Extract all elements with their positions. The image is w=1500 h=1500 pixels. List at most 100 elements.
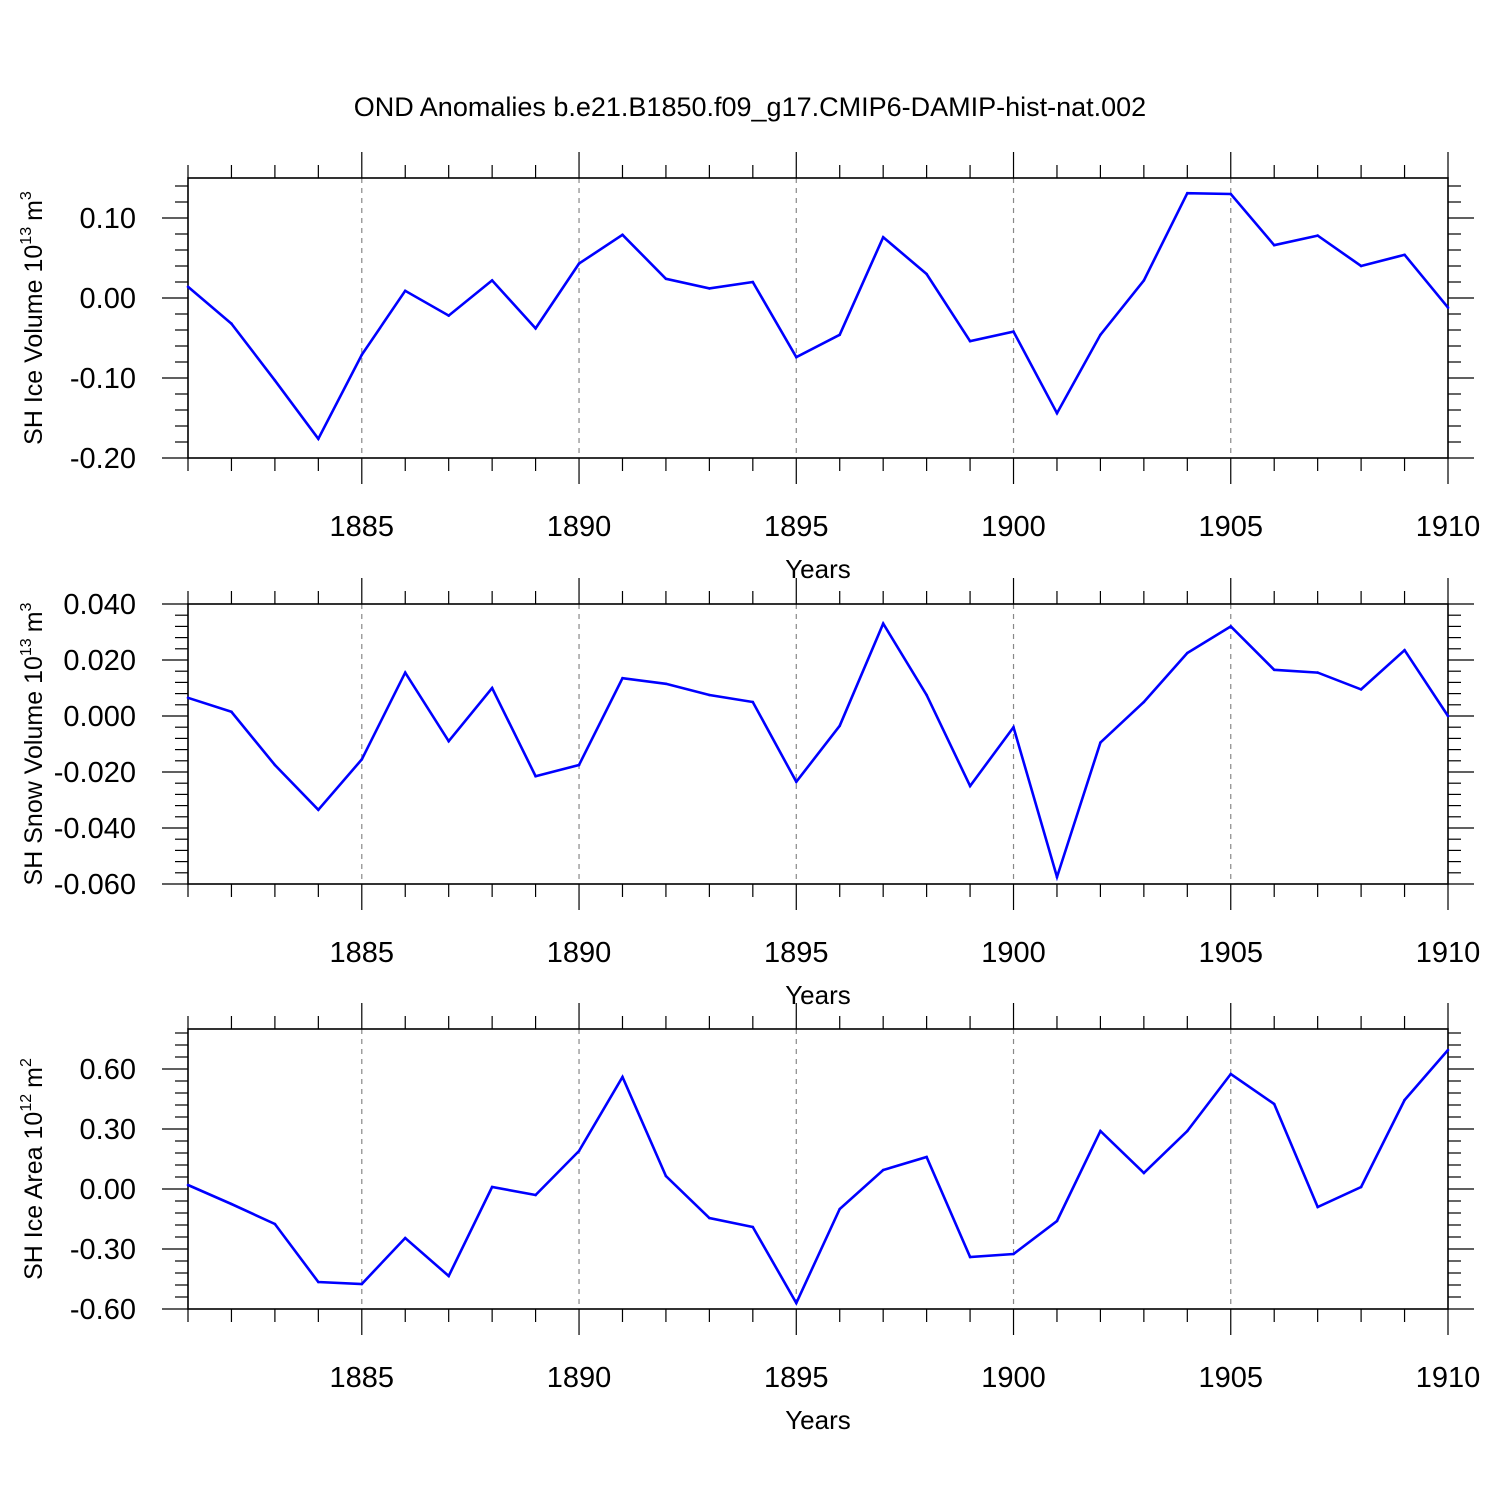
- data-point: [1142, 1171, 1146, 1175]
- data-point: [794, 1301, 798, 1305]
- data-point: [1012, 1252, 1015, 1256]
- data-point: [968, 784, 972, 788]
- data-point: [1316, 1205, 1319, 1209]
- data-point: [403, 671, 407, 674]
- data-point: [794, 780, 798, 784]
- data-point: [881, 622, 885, 625]
- data-point: [534, 327, 537, 330]
- y-tick-label: 0.040: [63, 589, 136, 621]
- plot-frame: [187, 603, 1449, 885]
- data-point: [838, 1207, 842, 1211]
- data-point: [1316, 234, 1319, 237]
- data-point: [1446, 306, 1450, 309]
- y-tick-label: 0.60: [80, 1054, 136, 1086]
- panel-1: -0.20 -0.10 0.00 0.10 1885 1890 1895 1900 1905 19…: [18, 152, 1480, 584]
- data-point: [273, 379, 277, 382]
- data-point: [1316, 671, 1319, 674]
- data-point: [925, 693, 928, 697]
- data-point: [490, 1185, 494, 1189]
- data-point: [403, 1236, 407, 1240]
- data-point: [317, 437, 320, 441]
- data-point: [534, 774, 537, 778]
- data-point: [751, 280, 755, 284]
- data-point: [360, 353, 364, 357]
- data-point: [1229, 192, 1233, 196]
- data-point: [360, 758, 364, 761]
- y-axis-unit-base: 10: [20, 656, 48, 684]
- data-point: [881, 235, 885, 239]
- data-point: [838, 333, 842, 337]
- data-point: [794, 355, 798, 359]
- data-point: [881, 1168, 885, 1172]
- x-tick-label: 1895: [764, 511, 829, 543]
- data-point: [621, 233, 624, 237]
- y-tick-label: -0.020: [54, 757, 136, 789]
- data-point: [273, 1222, 277, 1226]
- x-tick-label: 1910: [1416, 937, 1481, 969]
- data-point: [447, 314, 450, 317]
- y-tick-label: 0.00: [80, 1174, 136, 1206]
- data-point: [621, 1075, 624, 1079]
- y-axis-unit-exponent: 13: [18, 638, 35, 656]
- data-point: [1229, 1072, 1233, 1076]
- data-point: [230, 322, 233, 325]
- chart-panels: -0.20 -0.10 0.00 0.10 1885 1890 1895 1900 1905 19…: [18, 152, 1480, 1435]
- y-tick-label: -0.040: [54, 813, 136, 845]
- y-tick-label: -0.30: [70, 1234, 136, 1266]
- y-axis-label: SH Ice Area 1012 m2: [18, 1058, 48, 1280]
- x-tick-label: 1900: [981, 511, 1046, 543]
- data-point: [925, 272, 928, 276]
- x-tick-label: 1885: [330, 511, 395, 543]
- y-axis-unit-power: 2: [18, 1058, 35, 1067]
- data-point: [708, 1216, 711, 1220]
- data-point: [1229, 625, 1233, 628]
- data-point: [230, 1202, 233, 1206]
- x-tick-label: 1910: [1416, 511, 1481, 543]
- figure-title: OND Anomalies b.e21.B1850.f09_g17.CMIP6-…: [354, 92, 1146, 122]
- data-point: [1186, 651, 1189, 655]
- data-point: [1359, 1185, 1363, 1189]
- x-tick-label: 1895: [764, 937, 829, 969]
- y-axis-unit: m: [20, 611, 48, 632]
- data-point: [490, 686, 494, 690]
- y-axis-unit-power: 3: [18, 191, 35, 200]
- data-point: [1272, 668, 1276, 672]
- y-axis-label: SH Snow Volume 1013 m3: [18, 602, 48, 885]
- data-point: [360, 1282, 364, 1286]
- x-tick-label: 1885: [330, 1362, 395, 1394]
- data-point: [751, 1225, 755, 1229]
- panel-3: -0.60 -0.30 0.00 0.30 0.60 1885 1890 1895 1900 19…: [18, 1003, 1480, 1435]
- data-point: [925, 1155, 928, 1159]
- y-tick-label: -0.060: [54, 869, 136, 901]
- data-point: [1055, 1219, 1059, 1223]
- data-point: [664, 682, 668, 686]
- data-point: [403, 289, 407, 293]
- y-axis-unit: m: [20, 200, 48, 221]
- data-point: [577, 763, 581, 767]
- x-tick-label: 1890: [547, 1362, 612, 1394]
- data-point: [1142, 700, 1146, 704]
- data-point: [490, 279, 494, 282]
- x-tick-label: 1900: [981, 937, 1046, 969]
- y-axis-label: SH Ice Volume 1013 m3: [18, 191, 48, 445]
- data-point: [1186, 1129, 1189, 1133]
- data-point: [708, 693, 711, 697]
- data-point: [230, 710, 233, 714]
- y-axis-label-text: SH Ice Area: [20, 1146, 48, 1279]
- data-point: [664, 1174, 668, 1178]
- x-tick-label: 1895: [764, 1362, 829, 1394]
- y-tick-label: 0.00: [80, 283, 136, 315]
- data-point: [1142, 279, 1146, 282]
- x-tick-label: 1905: [1199, 511, 1264, 543]
- y-tick-label: 0.10: [80, 203, 136, 235]
- x-tick-label: 1890: [547, 937, 612, 969]
- data-point: [1055, 875, 1059, 879]
- data-point: [577, 262, 581, 265]
- x-axis-label: Years: [785, 980, 851, 1010]
- data-point: [1012, 330, 1015, 333]
- data-point: [1055, 411, 1059, 415]
- data-point: [317, 1280, 320, 1284]
- data-point: [968, 339, 972, 343]
- y-axis-unit-power: 3: [18, 602, 35, 611]
